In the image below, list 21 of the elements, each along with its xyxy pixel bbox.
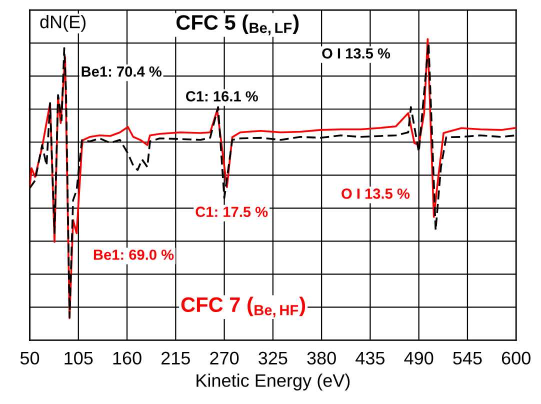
- y-axis-title: dN(E): [40, 15, 86, 32]
- x-tick-label: 325: [258, 352, 288, 365]
- annotation: C1: 17.5 %: [196, 206, 268, 218]
- x-tick-label: 270: [210, 352, 239, 365]
- x-tick-label: 545: [453, 352, 482, 365]
- x-tick-label: 50: [20, 352, 40, 365]
- x-tick-label: 380: [307, 352, 336, 365]
- text: CFC 5 ($_{Be,LF}$): [176, 14, 299, 36]
- x-tick-label: 490: [404, 352, 434, 365]
- x-tick-label: 215: [162, 352, 190, 365]
- annotation: Be1: 70.4 %: [82, 66, 162, 77]
- annotation: O I 13.5 %: [322, 48, 390, 59]
- x-tick-label: 105: [64, 352, 93, 365]
- x-tick-label: 160: [113, 352, 142, 365]
- text: CFC 7 ($_{Be,HF}$): [181, 296, 306, 318]
- annotation: Be1: 69.0 %: [94, 250, 174, 260]
- annotation: O I 13.5 %: [342, 188, 410, 199]
- x-tick-label: 600: [502, 352, 530, 365]
- annotation: C1: 16.1 %: [186, 91, 258, 102]
- x-tick-label: 435: [356, 352, 385, 365]
- x-axis-title: Kinetic Energy (eV): [196, 374, 350, 390]
